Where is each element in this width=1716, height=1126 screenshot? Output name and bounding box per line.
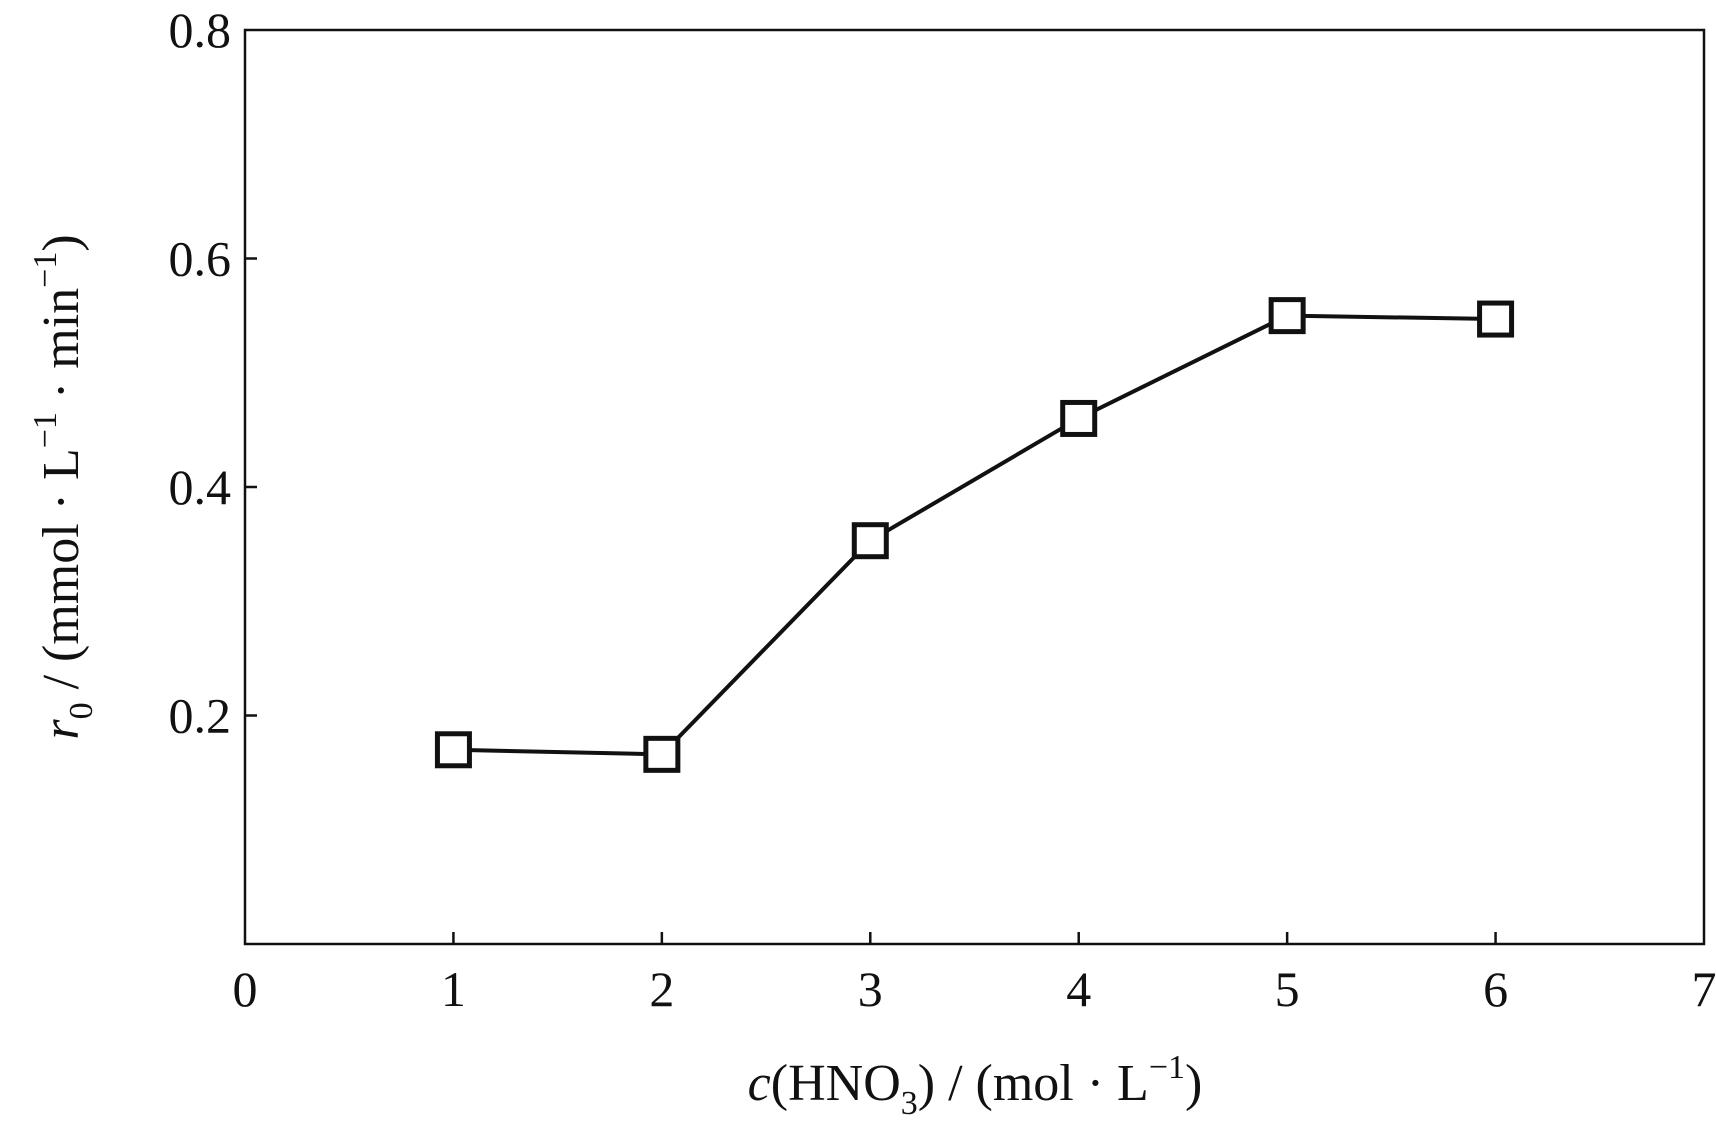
x-axis-label-var: c	[748, 1055, 771, 1112]
data-point-marker	[434, 731, 472, 769]
data-point-marker	[851, 522, 889, 560]
y-axis-label-close: )	[33, 234, 90, 251]
series-line	[453, 313, 1496, 757]
y-axis-label-var: r	[33, 719, 90, 740]
x-axis-label: c(HNO3) / (mol · L−1)	[748, 1049, 1203, 1122]
series-group	[434, 297, 1515, 773]
x-tick-label: 6	[1483, 961, 1508, 1017]
y-axis-label: r0 / (mmol · L−1 · min−1)	[27, 234, 100, 739]
y-tick-label: 0.2	[169, 688, 232, 744]
x-axis-label-part1: (HNO	[771, 1055, 901, 1112]
data-point-marker	[1477, 300, 1515, 338]
plot-area	[243, 28, 1706, 946]
x-axis-label-sup: −1	[1149, 1049, 1185, 1086]
y-axis-label-sup2: −1	[27, 252, 64, 288]
x-tick-label: 2	[649, 961, 674, 1017]
data-point-marker	[1268, 297, 1306, 335]
x-tick-label: 7	[1692, 961, 1716, 1017]
y-tick-label: 0.6	[169, 231, 232, 287]
y-tick-labels: 0.2 0.4 0.6 0.8	[169, 2, 232, 744]
x-axis-label-close: )	[1185, 1055, 1202, 1112]
x-tick-label: 4	[1066, 961, 1091, 1017]
x-tick-labels: 0 1 2 3 4 5 6 7	[233, 961, 1716, 1017]
y-axis-label-part2: · min	[33, 288, 90, 412]
x-tick-label: 3	[858, 961, 883, 1017]
x-axis-label-part2: ) / (mol · L	[918, 1055, 1149, 1112]
plot-frame	[243, 28, 1706, 946]
x-tick-label: 1	[441, 961, 466, 1017]
x-axis-label-sub: 3	[901, 1085, 918, 1122]
data-point-marker	[1060, 399, 1098, 437]
y-axis-label-var-sub: 0	[63, 702, 100, 719]
y-tick-label: 0.8	[169, 2, 232, 58]
y-ticks	[245, 257, 257, 717]
y-tick-label: 0.4	[169, 459, 232, 515]
x-ticks	[452, 932, 1497, 944]
x-tick-label: 5	[1275, 961, 1300, 1017]
y-axis-label-part1: / (mmol · L	[33, 448, 90, 702]
x-tick-label: 0	[233, 961, 258, 1017]
y-axis-label-sup1: −1	[27, 412, 64, 448]
data-point-marker	[643, 735, 681, 773]
